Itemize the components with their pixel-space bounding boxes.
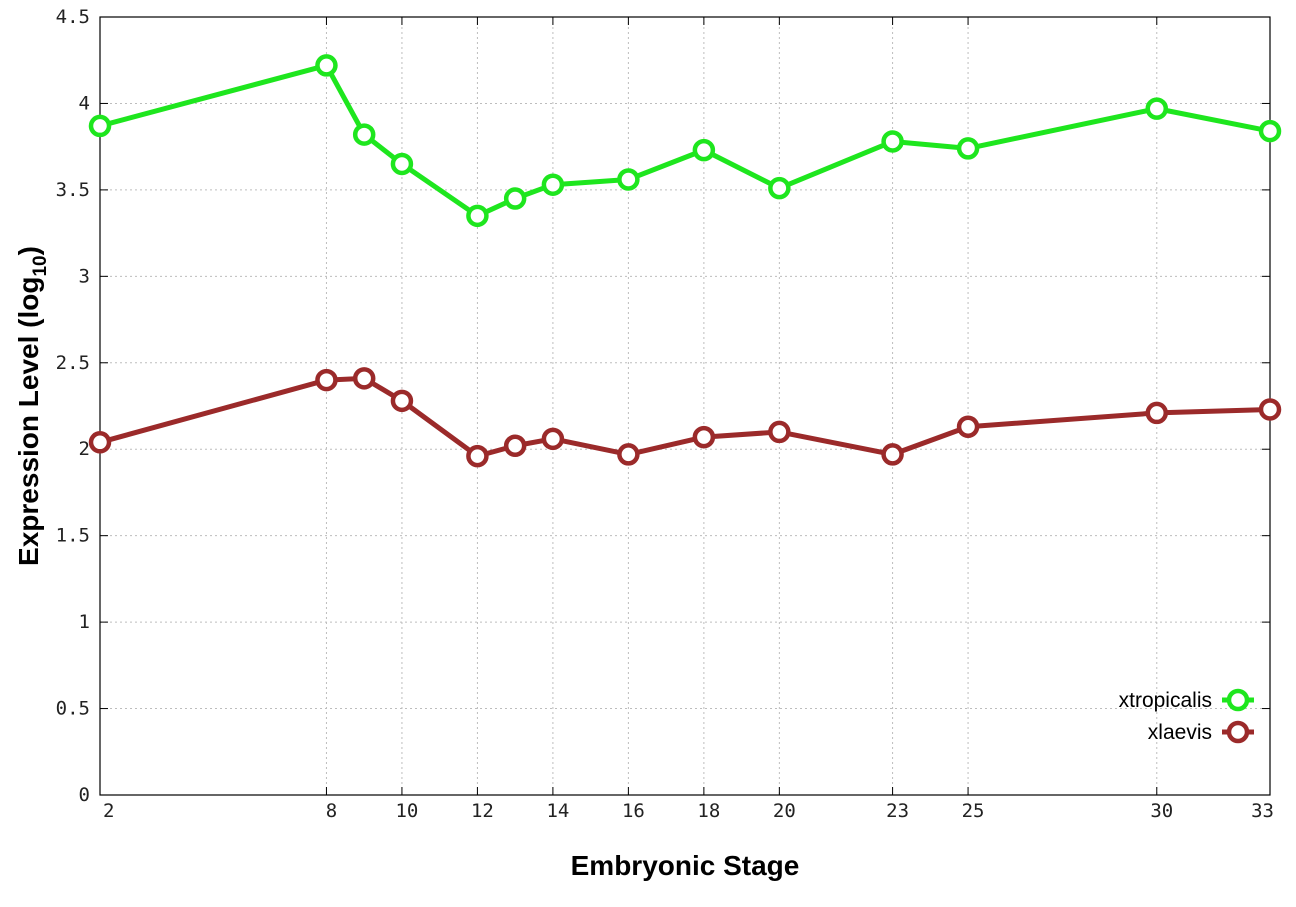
x-tick-label: 18 — [697, 800, 720, 822]
xlaevis-point — [881, 443, 904, 466]
xlaevis-point — [390, 389, 414, 413]
xlaevis-point — [541, 427, 565, 451]
x-axis-title: Embryonic Stage — [571, 850, 800, 881]
x-tick-label: 20 — [773, 800, 796, 822]
y-tick-label: 3 — [79, 265, 90, 287]
xtropicalis-point — [881, 130, 904, 153]
xtropicalis-point — [315, 54, 338, 77]
series-xlaevis — [88, 367, 1282, 468]
series-xtropicalis — [88, 54, 1282, 228]
x-tick-label: 25 — [962, 800, 985, 822]
xlaevis-line — [99, 375, 1271, 459]
plot-frame — [99, 16, 1271, 796]
xtropicalis-point — [352, 123, 376, 146]
x-tick-label: 14 — [546, 800, 569, 822]
xlaevis-point — [692, 425, 716, 449]
xlaevis-point — [315, 368, 338, 392]
xlaevis-point — [503, 434, 527, 458]
y-axis-title: Expression Level (log10) — [13, 246, 51, 566]
xtropicalis-point — [541, 173, 565, 196]
legend-label: xtropicalis — [1119, 689, 1212, 712]
series-layer — [88, 54, 1282, 468]
y-tick-label: 3.5 — [56, 179, 90, 201]
xlaevis-point — [466, 444, 489, 468]
y-axis-title-main: Expression Level (log — [13, 277, 44, 566]
legend-swatch-marker — [1226, 688, 1250, 712]
y-tick-label: 2 — [79, 438, 90, 460]
xlaevis-point — [768, 420, 791, 444]
y-tick-label: 1 — [79, 611, 90, 633]
legend: xtropicalis xlaevis — [1119, 688, 1254, 744]
axis-ticks: 0 0.5 1 1.5 2 2.5 3 3.5 4 4.5 2 8 10 12 14 16 18 20 23 25 30… — [56, 6, 1274, 822]
y-tick-label: 1.5 — [56, 525, 90, 547]
xtropicalis-point — [692, 138, 716, 162]
y-axis-title-close: ) — [13, 246, 44, 255]
xtropicalis-point — [466, 204, 489, 228]
xtropicalis-point — [390, 152, 414, 176]
xtropicalis-point — [956, 137, 980, 160]
x-tick-label: 2 — [103, 800, 114, 822]
xlaevis-point — [1258, 398, 1282, 421]
x-tick-label: 33 — [1251, 800, 1274, 822]
xlaevis-point — [617, 443, 640, 466]
xlaevis-point — [352, 367, 376, 390]
y-tick-label: 2.5 — [56, 352, 90, 374]
x-tick-label: 16 — [622, 800, 645, 822]
x-tick-label: 8 — [326, 800, 337, 822]
xtropicalis-point — [617, 168, 640, 191]
x-tick-label: 30 — [1150, 800, 1173, 822]
x-tick-label: 10 — [395, 800, 418, 822]
xtropicalis-point — [88, 114, 112, 138]
y-tick-label: 0.5 — [56, 698, 90, 720]
grid-lines — [100, 17, 1270, 795]
xtropicalis-point — [1258, 119, 1282, 143]
y-tick-label: 0 — [79, 784, 90, 806]
xtropicalis-point — [768, 176, 791, 200]
y-tick-label: 4 — [79, 92, 90, 114]
xlaevis-point — [88, 431, 112, 454]
y-axis-title-subscript: 10 — [30, 255, 51, 276]
legend-swatch-marker — [1226, 720, 1250, 744]
xtropicalis-point — [503, 187, 527, 210]
legend-item-xlaevis: xlaevis — [1148, 720, 1254, 744]
xlaevis-point — [1145, 401, 1169, 425]
legend-label: xlaevis — [1148, 721, 1212, 744]
xlaevis-point — [956, 415, 980, 438]
legend-item-xtropicalis: xtropicalis — [1119, 688, 1254, 712]
x-tick-label: 12 — [471, 800, 494, 822]
x-tick-label: 23 — [886, 800, 909, 822]
xtropicalis-point — [1145, 97, 1169, 120]
xtropicalis-line — [99, 62, 1271, 219]
y-tick-label: 4.5 — [56, 6, 90, 28]
